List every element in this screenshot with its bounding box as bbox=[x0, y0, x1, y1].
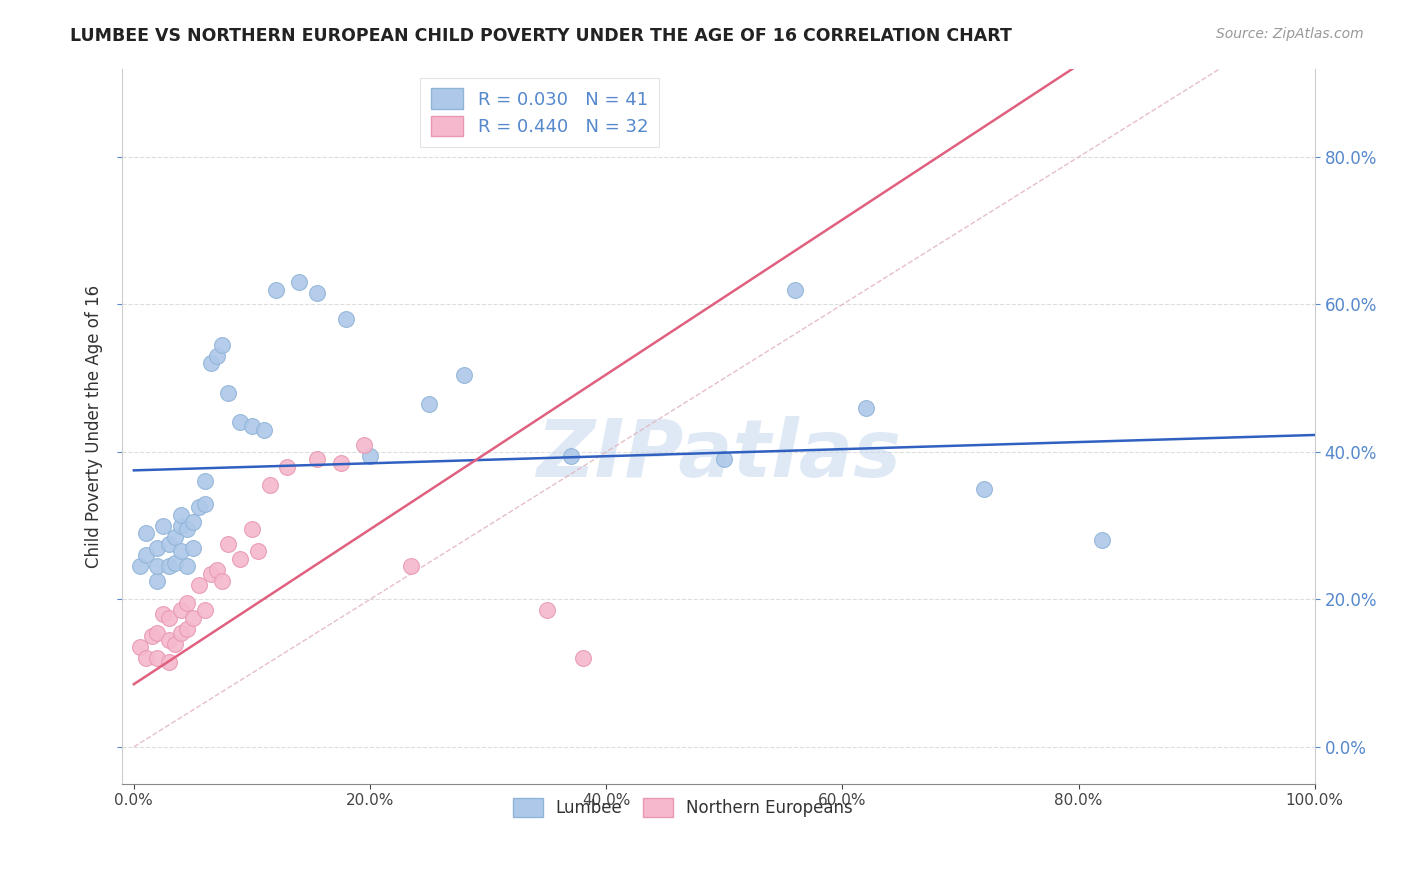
Point bbox=[536, 603, 558, 617]
Point bbox=[205, 563, 228, 577]
Point bbox=[146, 574, 169, 588]
Point bbox=[141, 629, 163, 643]
Point bbox=[194, 475, 217, 489]
Text: Source: ZipAtlas.com: Source: ZipAtlas.com bbox=[1216, 27, 1364, 41]
Point bbox=[264, 283, 287, 297]
Point bbox=[194, 603, 217, 617]
Point bbox=[335, 312, 357, 326]
Point bbox=[240, 419, 263, 434]
Point bbox=[305, 286, 328, 301]
Point bbox=[418, 397, 440, 411]
Point bbox=[157, 537, 180, 551]
Y-axis label: Child Poverty Under the Age of 16: Child Poverty Under the Age of 16 bbox=[86, 285, 103, 567]
Point bbox=[240, 522, 263, 536]
Point bbox=[211, 338, 233, 352]
Point bbox=[135, 651, 157, 665]
Point bbox=[973, 482, 995, 496]
Point bbox=[560, 449, 582, 463]
Point bbox=[128, 559, 150, 574]
Point bbox=[170, 518, 193, 533]
Point bbox=[170, 508, 193, 522]
Point bbox=[571, 651, 593, 665]
Point bbox=[229, 552, 252, 566]
Point bbox=[181, 611, 204, 625]
Point bbox=[229, 416, 252, 430]
Point bbox=[165, 530, 187, 544]
Point bbox=[146, 625, 169, 640]
Text: LUMBEE VS NORTHERN EUROPEAN CHILD POVERTY UNDER THE AGE OF 16 CORRELATION CHART: LUMBEE VS NORTHERN EUROPEAN CHILD POVERT… bbox=[70, 27, 1012, 45]
Point bbox=[329, 456, 352, 470]
Point bbox=[217, 386, 239, 401]
Point bbox=[401, 559, 423, 574]
Point bbox=[305, 452, 328, 467]
Point bbox=[128, 640, 150, 655]
Point bbox=[135, 548, 157, 562]
Point bbox=[181, 541, 204, 555]
Point bbox=[146, 651, 169, 665]
Point bbox=[146, 541, 169, 555]
Point bbox=[157, 611, 180, 625]
Point bbox=[194, 497, 217, 511]
Point bbox=[205, 349, 228, 363]
Point bbox=[176, 559, 198, 574]
Point bbox=[217, 537, 239, 551]
Point bbox=[453, 368, 475, 382]
Point bbox=[211, 574, 233, 588]
Point bbox=[170, 625, 193, 640]
Point bbox=[276, 459, 298, 474]
Point bbox=[200, 356, 222, 370]
Point bbox=[152, 607, 174, 622]
Point bbox=[246, 544, 269, 558]
Point bbox=[176, 522, 198, 536]
Point bbox=[170, 544, 193, 558]
Point bbox=[359, 449, 381, 463]
Point bbox=[181, 515, 204, 529]
Point bbox=[157, 559, 180, 574]
Point bbox=[176, 596, 198, 610]
Point bbox=[713, 452, 735, 467]
Point bbox=[165, 637, 187, 651]
Point bbox=[187, 500, 209, 515]
Point bbox=[157, 655, 180, 669]
Point bbox=[353, 437, 375, 451]
Point bbox=[135, 526, 157, 541]
Point bbox=[253, 423, 276, 437]
Point bbox=[146, 559, 169, 574]
Text: ZIPatlas: ZIPatlas bbox=[536, 416, 901, 494]
Point bbox=[288, 276, 311, 290]
Point bbox=[187, 577, 209, 591]
Point bbox=[855, 401, 877, 415]
Point bbox=[1091, 533, 1114, 548]
Point bbox=[152, 518, 174, 533]
Point bbox=[259, 478, 281, 492]
Point bbox=[157, 632, 180, 647]
Point bbox=[176, 622, 198, 636]
Point bbox=[170, 603, 193, 617]
Point bbox=[200, 566, 222, 581]
Point bbox=[165, 556, 187, 570]
Legend: Lumbee, Northern Europeans: Lumbee, Northern Europeans bbox=[505, 789, 860, 825]
Point bbox=[785, 283, 807, 297]
